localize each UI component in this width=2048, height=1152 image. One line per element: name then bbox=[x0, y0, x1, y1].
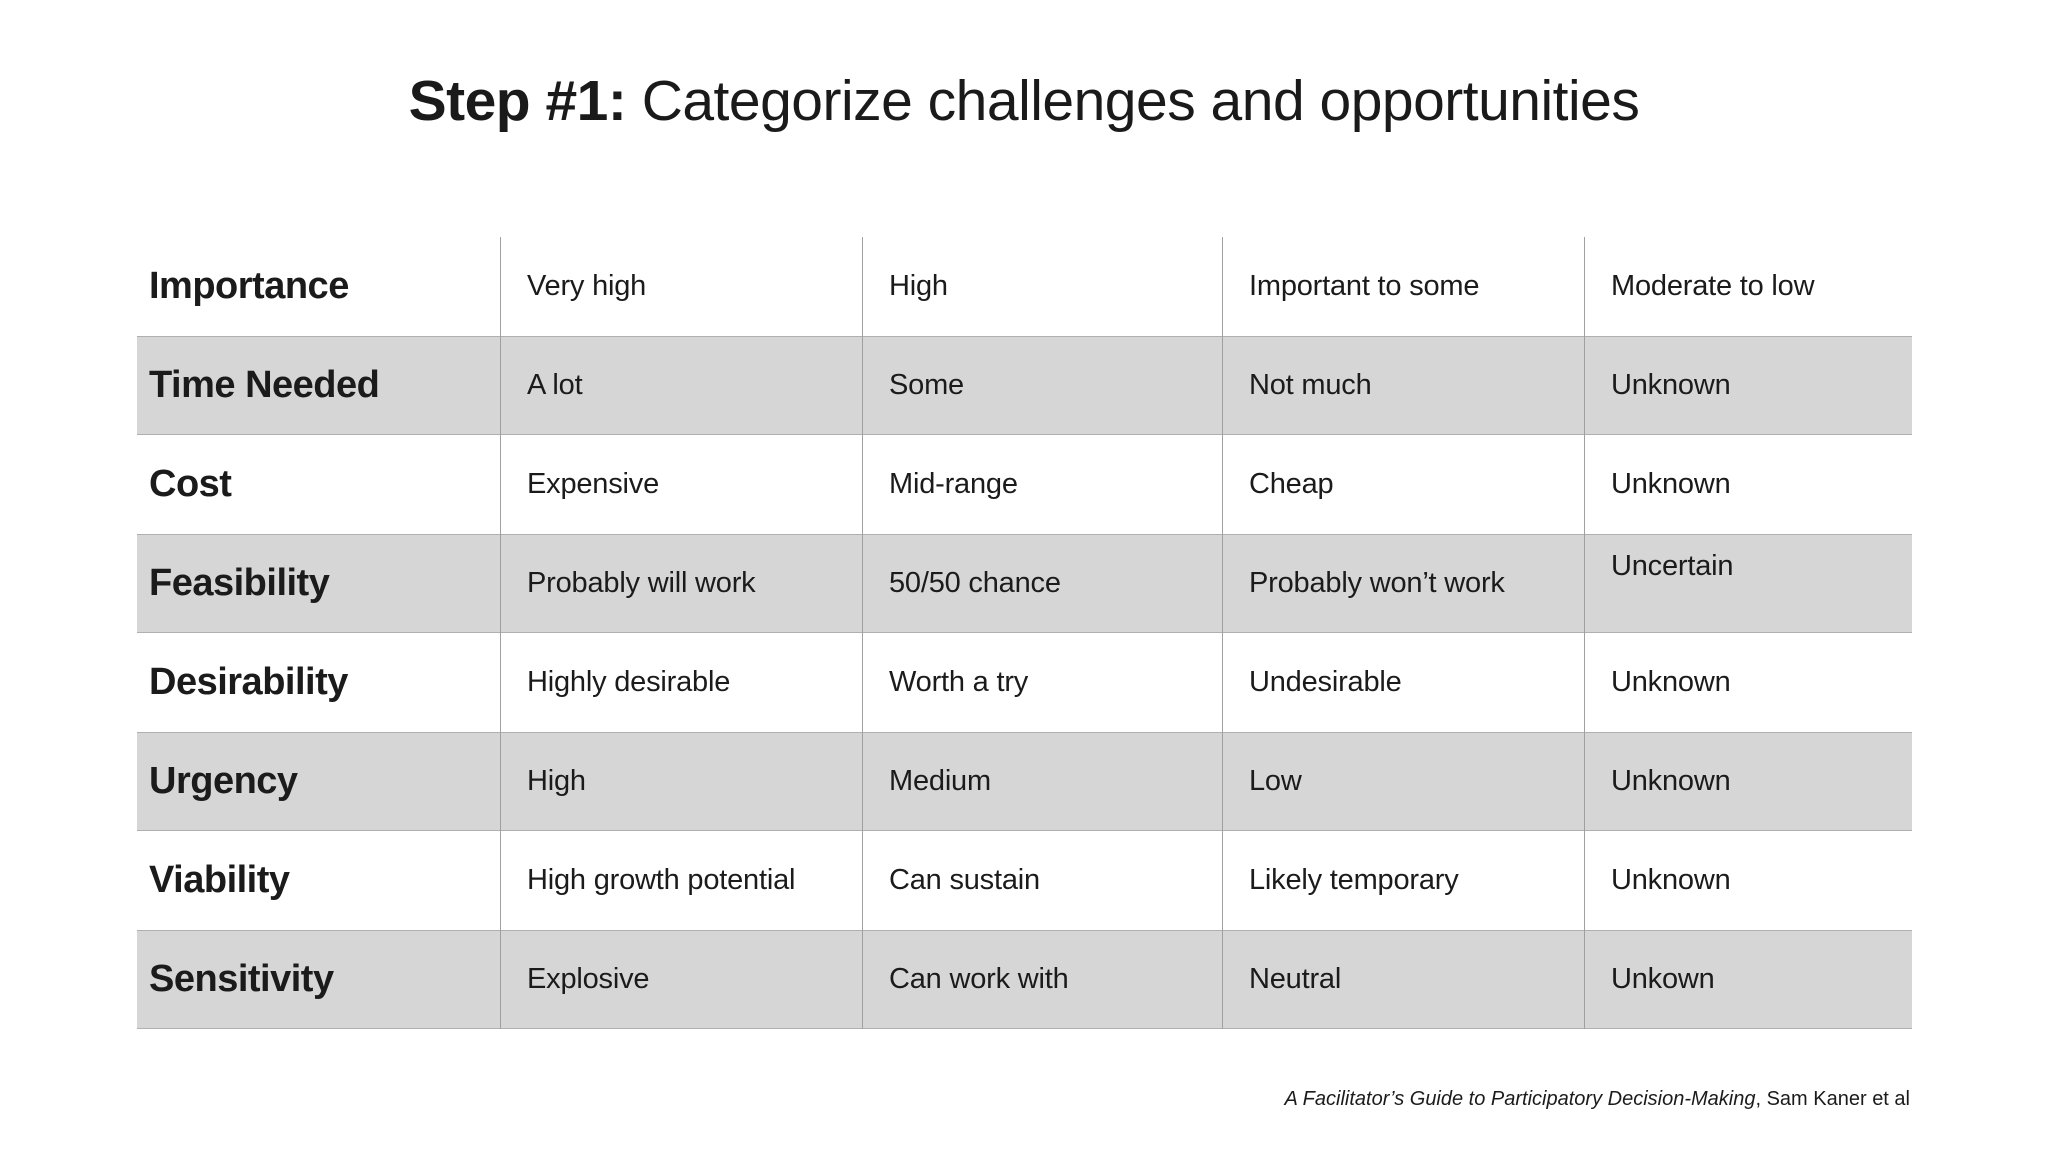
table-row: Viability High growth potential Can sustai… bbox=[137, 831, 1912, 930]
cell-value: Some bbox=[889, 369, 964, 401]
cell-value: Cheap bbox=[1249, 468, 1334, 500]
source-citation: A Facilitator’s Guide to Participatory D… bbox=[1285, 1088, 1910, 1111]
decision-table: Importance Very high High Important to some… bbox=[137, 237, 1912, 1029]
table-row: Cost Expensive Mid-range Cheap Unknown bbox=[137, 435, 1912, 534]
cell-value: Explosive bbox=[527, 963, 650, 995]
table-row: Desirability Highly desirable Worth a try U… bbox=[137, 633, 1912, 732]
cell-value: Unkown bbox=[1611, 963, 1715, 995]
cell-value: Worth a try bbox=[889, 666, 1029, 698]
cell-value: Likely temporary bbox=[1249, 864, 1459, 896]
cell-value: Unknown bbox=[1611, 864, 1731, 896]
source-title: A Facilitator’s Guide to Participatory D… bbox=[1284, 1088, 1756, 1110]
row-label: Urgency bbox=[149, 760, 298, 802]
row-label: Desirability bbox=[149, 661, 348, 703]
column-divider bbox=[862, 237, 863, 1029]
column-divider bbox=[1222, 237, 1223, 1029]
cell-value: Probably won’t work bbox=[1249, 567, 1505, 599]
cell-value: Undesirable bbox=[1249, 666, 1402, 698]
cell-value: Moderate to low bbox=[1611, 270, 1815, 302]
cell-value: Can sustain bbox=[889, 864, 1040, 896]
column-divider bbox=[1584, 237, 1585, 1029]
column-divider bbox=[500, 237, 501, 1029]
cell-value: Probably will work bbox=[527, 567, 756, 599]
cell-value: 50/50 chance bbox=[889, 567, 1061, 599]
cell-value: A lot bbox=[527, 369, 583, 401]
table-row: Urgency High Medium Low Unknown bbox=[137, 732, 1912, 831]
cell-value: Important to some bbox=[1249, 270, 1480, 302]
cell-value: Unknown bbox=[1611, 468, 1731, 500]
cell-value: Medium bbox=[889, 765, 991, 797]
cell-value: Uncertain bbox=[1611, 550, 1734, 582]
slide-title: Step #1: Categorize challenges and oppor… bbox=[0, 68, 2048, 134]
cell-value: Expensive bbox=[527, 468, 659, 500]
cell-value: Unknown bbox=[1611, 765, 1731, 797]
row-label: Cost bbox=[149, 463, 232, 505]
cell-value: Low bbox=[1249, 765, 1302, 797]
row-label: Sensitivity bbox=[149, 958, 334, 1000]
row-label: Importance bbox=[149, 265, 349, 307]
row-label: Viability bbox=[149, 859, 290, 901]
title-step-label: Step #1: bbox=[408, 69, 627, 133]
cell-value: Can work with bbox=[889, 963, 1069, 995]
row-label: Feasibility bbox=[149, 562, 330, 604]
source-author: , Sam Kaner et al bbox=[1755, 1088, 1910, 1110]
cell-value: Neutral bbox=[1249, 963, 1342, 995]
cell-value: Unknown bbox=[1611, 369, 1731, 401]
cell-value: Unknown bbox=[1611, 666, 1731, 698]
row-label: Time Needed bbox=[149, 364, 380, 406]
cell-value: High bbox=[527, 765, 586, 797]
cell-value: Not much bbox=[1249, 369, 1372, 401]
table-row: Sensitivity Explosive Can work with Neutral… bbox=[137, 930, 1912, 1029]
decision-table-rows: Importance Very high High Important to some… bbox=[137, 237, 1912, 1029]
table-row: Importance Very high High Important to some… bbox=[137, 237, 1912, 336]
cell-value: High growth potential bbox=[527, 864, 796, 896]
title-text: Categorize challenges and opportunities bbox=[626, 69, 1640, 133]
cell-value: High bbox=[889, 270, 948, 302]
cell-value: Mid-range bbox=[889, 468, 1018, 500]
cell-value: Very high bbox=[527, 270, 647, 302]
cell-value: Highly desirable bbox=[527, 666, 731, 698]
table-row: Feasibility Probably will work 50/50 chanc… bbox=[137, 534, 1912, 633]
table-row: Time Needed A lot Some Not much Unknown bbox=[137, 336, 1912, 435]
